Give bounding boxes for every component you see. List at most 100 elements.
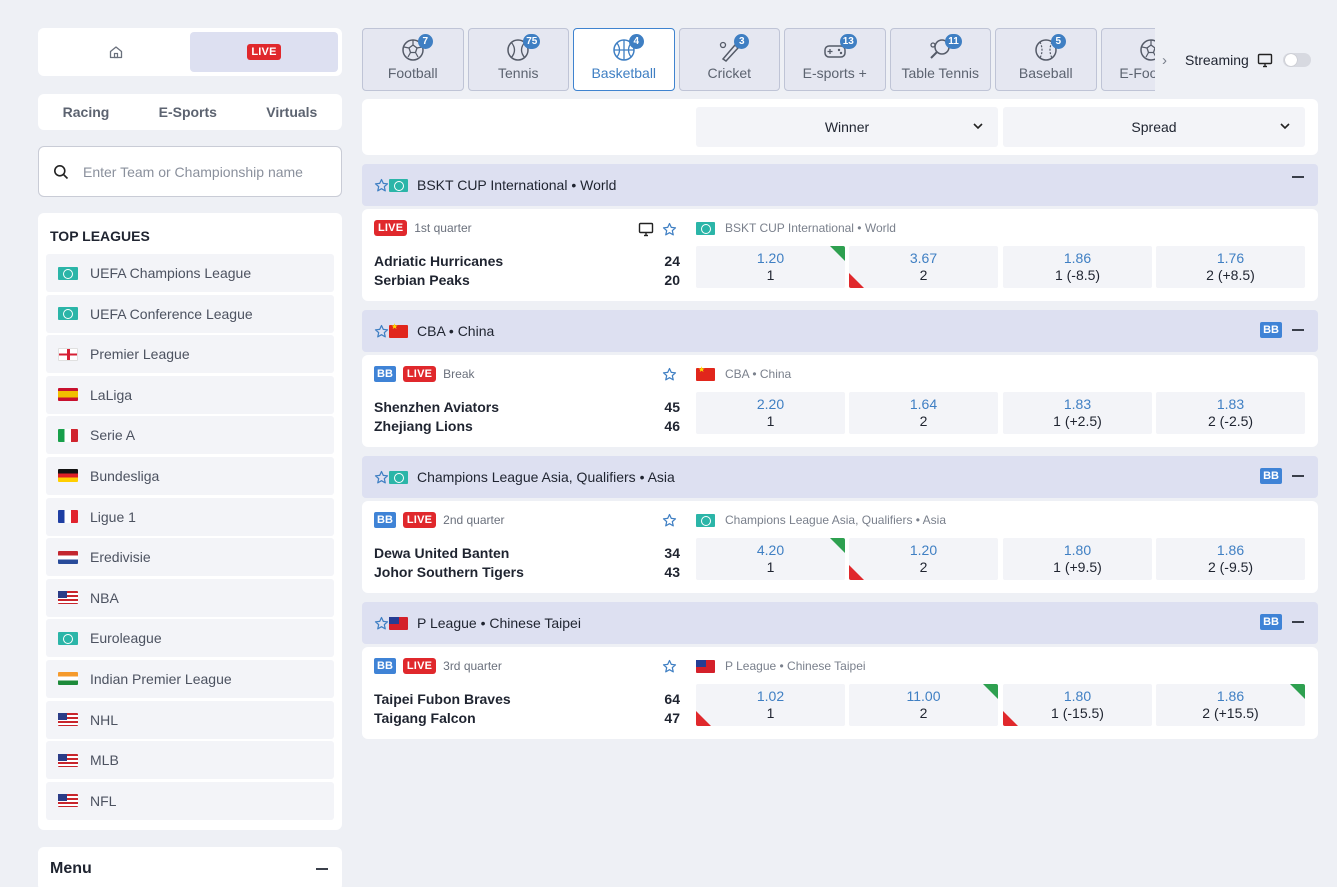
collapse-icon[interactable] [1292, 176, 1304, 178]
odds-button[interactable]: 1.86 2 (-9.5) [1156, 538, 1305, 580]
league-item[interactable]: Serie A [46, 416, 334, 455]
competition-header[interactable]: BSKT CUP International • World [362, 164, 1318, 206]
league-item[interactable]: Indian Premier League [46, 659, 334, 698]
league-item[interactable]: NHL [46, 700, 334, 739]
tab-e-football[interactable]: E-Football [1100, 28, 1155, 91]
menu-section[interactable]: Menu [38, 847, 342, 887]
league-item[interactable]: MLB [46, 741, 334, 780]
odds-value: 11.00 [906, 688, 941, 704]
home-team: Dewa United Banten [374, 545, 510, 561]
market-select-winner[interactable]: Winner [696, 107, 998, 147]
event-row[interactable]: BB LIVE 3rd quarter P League • Chinese Taip… [362, 647, 1318, 739]
collapse-icon[interactable] [1292, 475, 1304, 477]
favorite-star-icon[interactable] [662, 659, 677, 674]
league-item[interactable]: UEFA Conference League [46, 294, 334, 333]
tab-cricket[interactable]: 3 Cricket [678, 28, 780, 91]
odds-button[interactable]: 1.83 1 (+2.5) [1003, 392, 1152, 434]
live-tab[interactable]: LIVE [190, 32, 338, 72]
market-select-label: Winner [824, 119, 870, 135]
count-badge: 5 [1050, 34, 1066, 49]
odds-value: 1.02 [756, 688, 785, 704]
tab-baseball[interactable]: 5 Baseball [995, 28, 1097, 91]
world-flag-icon [696, 221, 715, 235]
search-icon [54, 164, 69, 179]
event-status: LIVE 1st quarter [374, 220, 472, 236]
favorite-star-icon[interactable] [662, 513, 677, 528]
event-row[interactable]: BB LIVE 2nd quarter Champions League Asia, … [362, 501, 1318, 593]
monitor-icon[interactable] [638, 221, 654, 237]
nav-esports[interactable]: E-Sports [158, 104, 217, 120]
league-item[interactable]: Bundesliga [46, 456, 334, 495]
world-flag-icon [58, 307, 78, 321]
favorite-star-icon[interactable] [662, 367, 677, 382]
competition-header[interactable]: P League • Chinese Taipei BB [362, 602, 1318, 644]
odds-button[interactable]: 1.02 1 [696, 684, 845, 726]
bet-builder-badge: BB [374, 658, 396, 674]
count-badge: 11 [945, 34, 962, 49]
favorite-star-icon[interactable] [374, 470, 389, 485]
league-item[interactable]: UEFA Champions League [46, 254, 334, 292]
odds-button[interactable]: 1.80 1 (-15.5) [1003, 684, 1152, 726]
top-nav: LIVE [38, 28, 342, 76]
streaming-toggle[interactable] [1282, 53, 1311, 67]
odds-button[interactable]: 1.64 2 [849, 392, 998, 434]
league-item[interactable]: NBA [46, 578, 334, 617]
odds-button[interactable]: 1.80 1 (+9.5) [1003, 538, 1152, 580]
search-box [38, 146, 342, 197]
tab-table-tennis[interactable]: 11 Table Tennis [889, 28, 991, 91]
tab-football[interactable]: 7 Football [362, 28, 464, 91]
bet-builder-badge: BB [1260, 614, 1282, 630]
collapse-icon[interactable] [316, 868, 328, 870]
us-flag-icon [58, 794, 78, 808]
home-button[interactable] [42, 32, 190, 72]
main-content: Winner Spread BSKT CUP International • W… [362, 99, 1318, 739]
competition-header[interactable]: CBA • China BB [362, 310, 1318, 352]
odds-button[interactable]: 4.20 1 [696, 538, 845, 580]
soccer-ball-icon [1140, 39, 1155, 61]
league-item[interactable]: Ligue 1 [46, 497, 334, 536]
odds-button[interactable]: 1.76 2 (+8.5) [1156, 246, 1305, 288]
tab-tennis[interactable]: 75 Tennis [467, 28, 569, 91]
odds-button[interactable]: 1.86 2 (+15.5) [1156, 684, 1305, 726]
us-flag-icon [58, 591, 78, 605]
bet-builder-badge: BB [1260, 468, 1282, 484]
favorite-star-icon[interactable] [374, 178, 389, 193]
odds-button[interactable]: 1.20 2 [849, 538, 998, 580]
league-name: Euroleague [90, 630, 162, 647]
event-row[interactable]: BB LIVE Break CBA • China Shenzhen Aviators Z… [362, 355, 1318, 447]
tab-basketball[interactable]: 4 Basketball [573, 28, 675, 91]
competition-actions: BB [1260, 614, 1304, 630]
match-period: 3rd quarter [443, 659, 502, 673]
odds-label: 1 [766, 267, 775, 283]
world-flag-icon [58, 631, 78, 645]
odds-button[interactable]: 2.20 1 [696, 392, 845, 434]
home-team: Shenzhen Aviators [374, 399, 499, 415]
league-item[interactable]: Premier League [46, 335, 334, 374]
odds-button[interactable]: 11.00 2 [849, 684, 998, 726]
favorite-star-icon[interactable] [662, 222, 677, 237]
league-item[interactable]: LaLiga [46, 375, 334, 414]
world-flag-icon [389, 178, 408, 192]
collapse-icon[interactable] [1292, 621, 1304, 623]
league-name: Serie A [90, 427, 136, 444]
market-select-spread[interactable]: Spread [1003, 107, 1305, 147]
event-row[interactable]: LIVE 1st quarter BSKT CUP International • … [362, 209, 1318, 301]
league-item[interactable]: NFL [46, 781, 334, 820]
collapse-icon[interactable] [1292, 329, 1304, 331]
favorite-star-icon[interactable] [374, 324, 389, 339]
odds-button[interactable]: 1.86 1 (-8.5) [1003, 246, 1152, 288]
favorite-star-icon[interactable] [374, 616, 389, 631]
chevron-right-icon[interactable]: › [1162, 51, 1167, 69]
search-input[interactable] [83, 163, 323, 180]
tab-e-sports[interactable]: 13 E-sports + [784, 28, 886, 91]
league-item[interactable]: Euroleague [46, 619, 334, 658]
odds-button[interactable]: 3.67 2 [849, 246, 998, 288]
odds-button[interactable]: 1.20 1 [696, 246, 845, 288]
odds-value: 1.86 [1063, 250, 1092, 266]
odds-button[interactable]: 1.83 2 (-2.5) [1156, 392, 1305, 434]
nav-virtuals[interactable]: Virtuals [266, 104, 318, 120]
competition-header[interactable]: Champions League Asia, Qualifiers • Asia… [362, 456, 1318, 498]
nav-racing[interactable]: Racing [62, 104, 110, 120]
league-item[interactable]: Eredivisie [46, 538, 334, 577]
live-badge: LIVE [402, 512, 437, 528]
